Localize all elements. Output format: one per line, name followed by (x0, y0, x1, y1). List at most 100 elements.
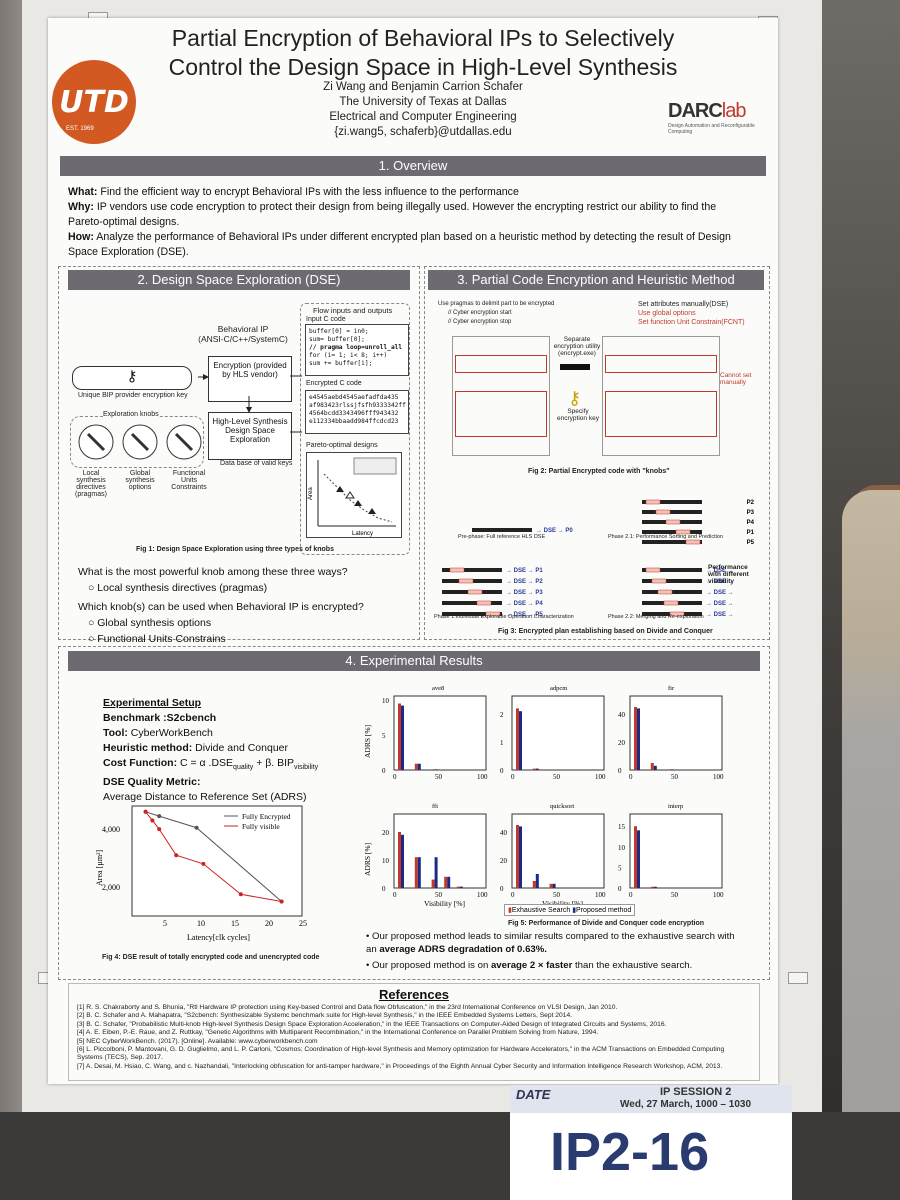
behavioral-ip-label: Behavioral IP (ANSI-C/C++/SystemC) (198, 324, 288, 344)
phase1-label: Phase 1:Individual Explorable Operation … (434, 614, 574, 620)
bar-exhaustive (650, 763, 654, 770)
visible-segment (651, 578, 667, 584)
y-tick-label: 0 (500, 885, 504, 893)
bar-proposed (417, 857, 421, 888)
panel-title: fft (432, 803, 438, 810)
hls-node: High-Level Synthesis Design Space Explor… (208, 412, 292, 460)
x-tick-label: 100 (713, 773, 724, 781)
y-tick-label: 1 (500, 739, 504, 747)
x-tick-label: 100 (477, 773, 488, 781)
visible-segment (467, 589, 483, 595)
x-axis-label: Visibility [%] (542, 899, 583, 908)
code-bar (472, 528, 532, 532)
visible-segment (476, 600, 492, 606)
arrow-icon (560, 364, 590, 370)
encrypted-code-label: Encrypted C code (306, 380, 362, 387)
y-tick-label: 4,000 (102, 825, 120, 834)
y-axis-label: ADRS [%] (364, 843, 372, 876)
sorted-label: P4 (747, 520, 755, 526)
visible-segment (645, 567, 661, 573)
bar-proposed (637, 830, 640, 888)
x-tick-label: 5 (163, 919, 167, 928)
code-bar (642, 500, 702, 504)
knob-icons (78, 424, 202, 460)
dse-arrow: → DSE → P0 (536, 528, 573, 534)
experimental-setup: Experimental Setup Benchmark :S2cbench T… (103, 697, 319, 804)
y-tick-label: 5 (382, 732, 386, 740)
poster: UTD EST. 1969 Partial Encryption of Beha… (48, 18, 778, 1084)
panel-title: adpcm (550, 685, 567, 692)
bar-proposed (653, 765, 657, 770)
fig4-line-chart: 5 10 15 20 25 2,000 4,000 Latency[clk cycles] Ar… (95, 805, 307, 942)
result-bullets: • Our proposed method leads to similar r… (366, 931, 735, 971)
visible-segment (458, 578, 474, 584)
y-tick-label: 5 (618, 864, 622, 872)
bar-proposed (552, 883, 556, 888)
sorted-label: P2 (747, 500, 755, 506)
bar-exhaustive (398, 703, 401, 770)
flow-arrows (198, 374, 302, 433)
y-tick-label: 0 (382, 885, 386, 893)
section-header-pce: 3. Partial Code Encryption and Heuristic… (428, 270, 764, 290)
y-tick-label: 10 (382, 697, 390, 705)
dse-arrow: → DSE → (706, 590, 734, 596)
y-tick-label: 40 (500, 829, 508, 837)
code-bar (642, 568, 702, 572)
bar-proposed (535, 874, 539, 888)
y-tick-label: 20 (500, 857, 508, 865)
x-tick-label: 10 (197, 919, 205, 928)
bar-proposed (417, 763, 421, 770)
y-tick-label: 0 (382, 767, 386, 775)
x-tick-label: 15 (231, 919, 239, 928)
x-tick-label: 100 (595, 773, 606, 781)
knob-local-label: Local synthesis directives (pragmas) (75, 470, 107, 498)
panel-title: ave8 (432, 685, 444, 692)
y-tick-label: 2,000 (102, 883, 120, 892)
fig3-caption: Fig 3: Encrypted plan establishing based… (498, 628, 713, 635)
attribute-notes: Set attributes manually(DSE) Use global o… (638, 301, 745, 326)
panel-frame (511, 813, 605, 889)
session-code: IP2-16 (550, 1122, 710, 1182)
bar-proposed (434, 857, 438, 888)
data-point (201, 861, 206, 866)
x-tick-label: 50 (435, 891, 443, 899)
bar-exhaustive (667, 769, 671, 770)
phase21-label: Phase 2.1: Performance Sorting and Predi… (608, 534, 723, 540)
date-logo: DATE (516, 1087, 551, 1102)
y-tick-label: 20 (618, 739, 626, 747)
bar-exhaustive (516, 825, 519, 888)
knob-fu-label: Functional Units Constraints (171, 470, 207, 491)
knob-questions: What is the most powerful knob among the… (78, 566, 364, 645)
fig2-caption: Fig 2: Partial Encrypted code with "knob… (528, 468, 670, 475)
plot-area (131, 805, 303, 917)
session-label: IP SESSION 2 (660, 1086, 732, 1098)
sorted-label: P1 (747, 530, 755, 536)
y-tick-label: 0 (618, 885, 622, 893)
key-icon: ⚷ (568, 388, 582, 408)
bar-proposed (653, 886, 657, 888)
x-axis-label: Latency[clk cycles] (187, 933, 250, 942)
bar-exhaustive (516, 708, 519, 770)
plain-code-box (452, 336, 550, 456)
bar-proposed (401, 705, 404, 770)
panel-frame (629, 695, 723, 771)
bar-proposed (401, 834, 404, 888)
x-tick-label: 0 (629, 891, 633, 899)
cannot-set-label: Cannot set manually (720, 372, 752, 386)
bar-proposed (434, 769, 438, 770)
knob-global-label: Global synthesis options (125, 470, 155, 491)
data-point (194, 825, 199, 830)
x-tick-label: 20 (265, 919, 273, 928)
dse-arrow: → DSE → P2 (506, 579, 543, 585)
poster-title: Partial Encryption of Behavioral IPs to … (168, 25, 678, 80)
x-tick-label: 0 (393, 891, 397, 899)
input-code-block: buffer[0] = in0; sum= buffer[0]; // pragm… (305, 324, 409, 376)
pre-phase-label: Pre-phase: Full reference HLS DSE (458, 534, 546, 540)
y-tick-label: 15 (618, 823, 626, 831)
encryption-key-box: ⚷ (72, 366, 192, 390)
legend-label: Fully Encrypted (242, 812, 291, 821)
code-bar (642, 510, 702, 514)
data-point (279, 899, 284, 904)
y-axis-label: ADRS [%] (364, 725, 372, 758)
bar-proposed (519, 826, 522, 888)
